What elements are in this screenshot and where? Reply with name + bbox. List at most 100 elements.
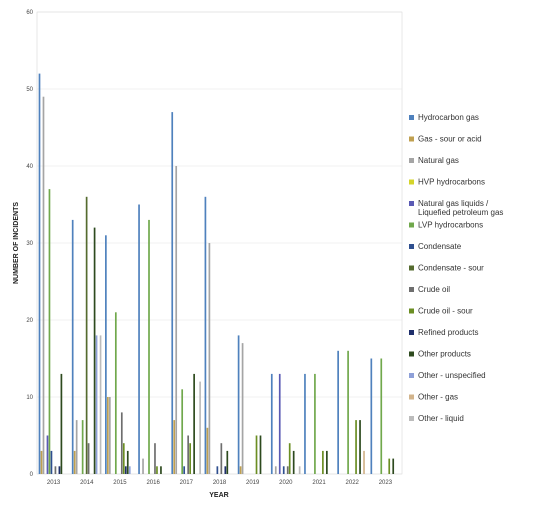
y-tick-label: 20 bbox=[26, 318, 33, 324]
bar bbox=[124, 466, 127, 474]
legend-swatch bbox=[409, 158, 414, 163]
bar bbox=[270, 373, 273, 474]
bar bbox=[226, 450, 229, 474]
legend-swatch bbox=[409, 330, 414, 335]
legend-swatch bbox=[409, 265, 414, 271]
legend-swatch bbox=[409, 416, 414, 421]
bar bbox=[142, 458, 144, 474]
y-axis-ticks: 0 10 20 30 40 50 60 bbox=[26, 10, 33, 478]
gridlines bbox=[37, 11, 402, 475]
bar bbox=[99, 335, 102, 474]
bar bbox=[54, 466, 57, 474]
y-axis-title: NUMBER OF INCIDENTS bbox=[13, 202, 20, 284]
legend-swatch bbox=[409, 351, 414, 357]
legend-label: HVP hydrocarbons bbox=[418, 178, 485, 187]
bar bbox=[189, 443, 191, 474]
legend-swatch bbox=[409, 222, 414, 228]
legend-label: Condensate - sour bbox=[418, 264, 484, 273]
bar bbox=[73, 450, 76, 474]
x-tick-label: 2013 bbox=[47, 480, 61, 486]
bar bbox=[239, 466, 242, 474]
bar bbox=[326, 450, 328, 474]
bar bbox=[40, 450, 43, 474]
bar bbox=[173, 420, 176, 474]
bar bbox=[120, 412, 123, 474]
bar bbox=[286, 466, 289, 474]
bar bbox=[46, 435, 49, 474]
legend-swatch bbox=[409, 179, 414, 185]
bar bbox=[122, 443, 125, 474]
x-tick-label: 2023 bbox=[379, 480, 393, 486]
bar bbox=[156, 466, 158, 474]
x-tick-label: 2018 bbox=[213, 480, 227, 486]
bar bbox=[370, 358, 373, 474]
bar bbox=[138, 204, 140, 474]
bar bbox=[314, 373, 316, 474]
legend-label: Other - unspecified bbox=[418, 371, 486, 380]
bar bbox=[204, 196, 207, 475]
x-tick-label: 2014 bbox=[80, 480, 94, 486]
bar bbox=[363, 450, 365, 474]
y-tick-label: 0 bbox=[30, 472, 34, 478]
bar bbox=[322, 450, 324, 474]
bar bbox=[274, 466, 277, 474]
y-tick-label: 30 bbox=[26, 241, 33, 247]
legend-label: Other - liquid bbox=[418, 414, 464, 423]
legend-swatch bbox=[409, 287, 414, 292]
bar bbox=[148, 219, 150, 474]
bar-series bbox=[38, 73, 395, 475]
bar bbox=[216, 466, 219, 474]
legend-label: Condensate bbox=[418, 242, 462, 251]
y-tick-label: 40 bbox=[26, 164, 33, 170]
bar bbox=[109, 397, 111, 474]
legend-label: Crude oil - sour bbox=[418, 307, 473, 316]
x-tick-label: 2021 bbox=[312, 480, 326, 486]
x-tick-label: 2020 bbox=[279, 480, 293, 486]
bar bbox=[75, 420, 78, 474]
bar bbox=[347, 350, 349, 474]
bar bbox=[392, 458, 395, 474]
legend-swatch bbox=[409, 136, 414, 142]
bar bbox=[224, 466, 227, 474]
bar bbox=[298, 466, 301, 474]
bar bbox=[107, 397, 109, 474]
bar bbox=[206, 427, 209, 474]
x-tick-label: 2017 bbox=[180, 480, 194, 486]
y-tick-label: 60 bbox=[26, 10, 33, 16]
legend-label: Other products bbox=[418, 350, 471, 359]
bar bbox=[60, 373, 63, 474]
bar bbox=[193, 373, 195, 474]
bar bbox=[114, 312, 117, 474]
legend-label: Natural gas liquids / Liquefied petroleum… bbox=[418, 199, 503, 217]
legend-label: Refined products bbox=[418, 328, 478, 337]
legend-label: Hydrocarbon gas bbox=[418, 113, 479, 122]
y-tick-label: 50 bbox=[26, 87, 33, 93]
bar bbox=[93, 227, 96, 474]
bar bbox=[388, 458, 391, 474]
bar bbox=[95, 335, 98, 474]
legend-label: Natural gas bbox=[418, 156, 459, 165]
bar bbox=[42, 96, 45, 474]
bar bbox=[171, 112, 174, 474]
x-axis-ticks: 2013 2014 2015 2016 2017 2018 2019 2020 2021 2022… bbox=[47, 480, 393, 486]
bar bbox=[241, 343, 244, 474]
x-tick-label: 2016 bbox=[146, 480, 160, 486]
bar bbox=[292, 450, 295, 474]
legend-label: LVP hydrocarbons bbox=[418, 221, 483, 230]
bar bbox=[128, 466, 131, 474]
bar bbox=[220, 443, 223, 474]
legend-swatch bbox=[409, 115, 414, 120]
bar bbox=[160, 466, 162, 474]
bar bbox=[304, 373, 306, 474]
bar bbox=[85, 196, 88, 475]
bar bbox=[278, 373, 281, 474]
bar bbox=[259, 435, 262, 474]
bar bbox=[337, 350, 339, 474]
x-tick-label: 2015 bbox=[113, 480, 127, 486]
bar bbox=[71, 219, 74, 474]
bar bbox=[81, 420, 84, 474]
x-tick-label: 2022 bbox=[346, 480, 360, 486]
bar bbox=[380, 358, 383, 474]
